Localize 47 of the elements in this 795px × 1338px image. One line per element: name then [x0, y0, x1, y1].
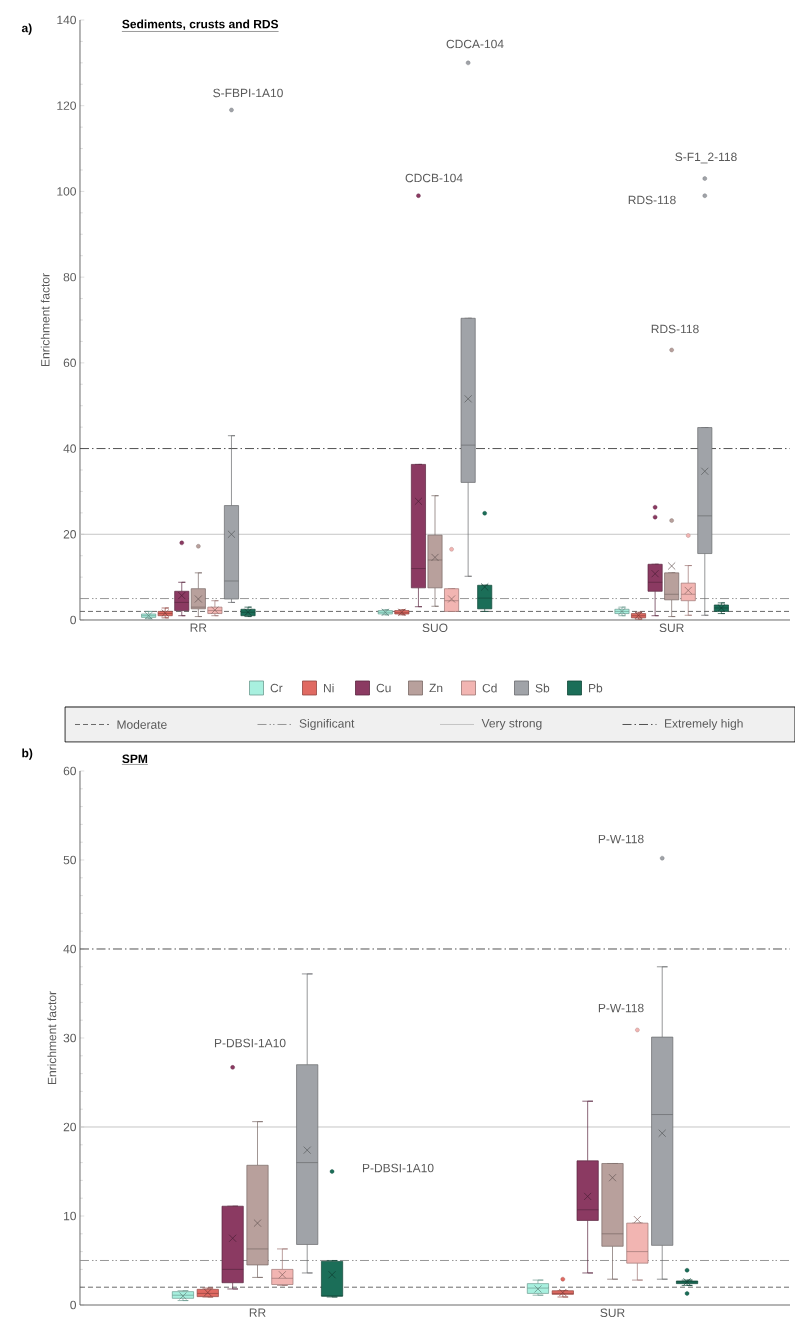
x-tick-label: RR [249, 1308, 266, 1317]
y-axis-title: Enrichment factor [47, 991, 57, 1085]
y-tick-label: 60 [63, 358, 76, 368]
x-tick-label: RR [190, 623, 207, 632]
y-tick-label: 30 [63, 1033, 76, 1043]
annotation: CDCA-104 [446, 39, 504, 49]
legend-label: Ni [324, 683, 334, 693]
legend-label: Sb [535, 683, 550, 693]
legend-label: Pb [589, 683, 603, 693]
y-tick-label: 50 [63, 855, 76, 865]
y-tick-label: 140 [57, 15, 76, 25]
text: a) [21, 23, 32, 35]
legend-label: Zn [429, 683, 443, 693]
x-tick-label: SUR [659, 623, 684, 633]
y-tick-label: 80 [63, 272, 76, 282]
y-tick-label: 120 [57, 101, 76, 110]
y-tick-label: 60 [63, 766, 76, 776]
y-axis-title: Enrichment factor [40, 273, 50, 367]
chart-title: Sediments, crusts and RDS [122, 19, 279, 31]
y-tick-label: 10 [64, 1211, 76, 1221]
legend-label: Cr [270, 683, 283, 693]
legend-label: Cu [376, 683, 391, 693]
legend-label: Cd [482, 683, 497, 693]
chart-title: SPM [122, 754, 148, 764]
annotation: S-F1_2-118 [675, 152, 737, 164]
text: b) [22, 748, 33, 760]
annotation: CDCB-104 [405, 173, 463, 183]
annotation: S-FBPI-1A10 [213, 88, 283, 98]
x-tick-label: SUO [422, 623, 448, 633]
legend-label: Moderate [117, 720, 167, 729]
legend-label: Significant [299, 718, 355, 731]
y-tick-label: 20 [63, 530, 76, 539]
annotation: P-W-118 [598, 834, 644, 844]
legend-label: Extremely high [665, 718, 743, 731]
annotation: P-DBSI-1A10 [214, 1038, 286, 1048]
y-tick-label: 20 [63, 1122, 76, 1132]
y-tick-label: 0 [70, 1300, 76, 1310]
annotation: RDS-118 [651, 324, 699, 334]
annotation: P-W-118 [598, 1003, 644, 1013]
y-tick-label: 40 [63, 944, 76, 954]
legend-label: Very strong [481, 719, 542, 730]
y-tick-label: 40 [63, 444, 76, 453]
annotation: RDS-118 [628, 195, 676, 205]
y-tick-label: 0 [70, 615, 76, 625]
annotation: P-DBSI-1A10 [362, 1163, 434, 1173]
x-tick-label: SUR [600, 1308, 625, 1318]
y-tick-label: 100 [57, 187, 76, 196]
